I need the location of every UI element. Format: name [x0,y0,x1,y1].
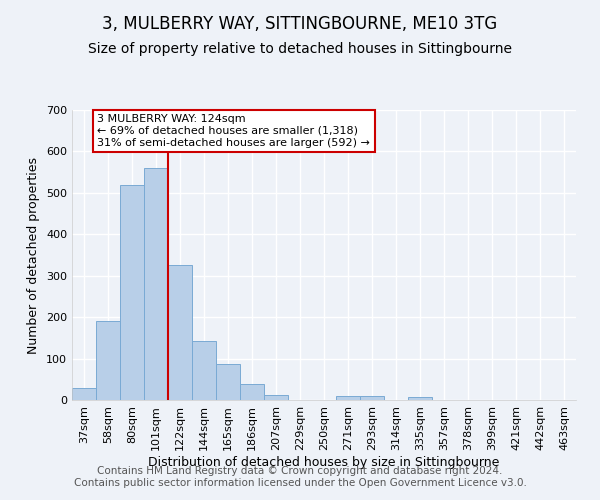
Y-axis label: Number of detached properties: Number of detached properties [28,156,40,354]
Bar [216,364,240,400]
Bar [192,341,216,400]
Bar [72,388,96,400]
Bar [360,396,384,400]
Bar [120,184,144,400]
Bar [168,266,192,400]
Bar [264,394,288,400]
Text: 3 MULBERRY WAY: 124sqm
← 69% of detached houses are smaller (1,318)
31% of semi-: 3 MULBERRY WAY: 124sqm ← 69% of detached… [97,114,370,148]
Bar [96,322,120,400]
Bar [336,396,360,400]
Text: 3, MULBERRY WAY, SITTINGBOURNE, ME10 3TG: 3, MULBERRY WAY, SITTINGBOURNE, ME10 3TG [103,15,497,33]
Text: Size of property relative to detached houses in Sittingbourne: Size of property relative to detached ho… [88,42,512,56]
X-axis label: Distribution of detached houses by size in Sittingbourne: Distribution of detached houses by size … [148,456,500,468]
Bar [240,384,264,400]
Text: Contains HM Land Registry data © Crown copyright and database right 2024.
Contai: Contains HM Land Registry data © Crown c… [74,466,526,487]
Bar [144,168,168,400]
Bar [408,396,432,400]
